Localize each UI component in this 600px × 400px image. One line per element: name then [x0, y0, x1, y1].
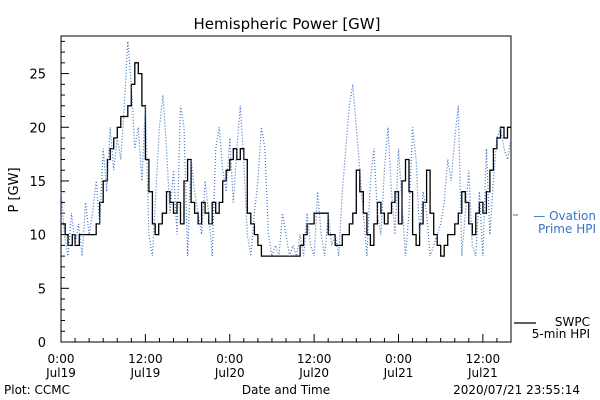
swpc-series-line: [61, 62, 511, 257]
legend-ovation: — Ovation Prime HPI: [533, 209, 596, 236]
timestamp-label: 2020/07/21 23:55:14: [453, 383, 580, 397]
x-tick-label-date: Jul19: [45, 366, 76, 380]
y-tick-label: 20: [29, 121, 46, 136]
y-tick-label: 15: [29, 175, 46, 190]
x-tick-label-date: Jul19: [130, 366, 161, 380]
legend-swpc-line2: 5-min HPI: [532, 327, 590, 341]
x-tick-label-date: Jul20: [214, 366, 245, 380]
x-tick-label-date: Jul21: [467, 366, 498, 380]
x-tick-label-time: 12:00: [297, 352, 332, 366]
legend-ovation-line1: — Ovation: [533, 209, 596, 223]
y-tick-label: 10: [29, 229, 46, 244]
x-tick-label-time: 0:00: [48, 352, 75, 366]
x-tick-label-date: Jul21: [383, 366, 414, 380]
x-tick-label-time: 0:00: [216, 352, 243, 366]
x-tick-label-time: 0:00: [385, 352, 412, 366]
legend-ovation-line2: Prime HPI: [538, 222, 596, 236]
y-axis-label: P [GW]: [7, 167, 22, 212]
y-tick-label: 25: [29, 68, 46, 83]
x-axis-label: Date and Time: [242, 383, 330, 397]
y-axis: 0 5 10 15 20 25: [29, 40, 69, 351]
legend-swpc-line1: SWPC: [555, 315, 590, 329]
x-tick-label-time: 12:00: [128, 352, 163, 366]
y-tick-label: 5: [38, 282, 46, 297]
x-axis: 0:00Jul1912:00Jul190:00Jul2012:00Jul200:…: [45, 334, 512, 380]
x-tick-label-time: 12:00: [466, 352, 501, 366]
legend-swpc: SWPC 5-min HPI: [514, 315, 590, 341]
chart-title: Hemispheric Power [GW]: [194, 15, 381, 33]
plot-source-label: Plot: CCMC: [4, 383, 70, 397]
ovation-series-line: [60, 41, 512, 257]
y-tick-label: 0: [38, 336, 46, 351]
x-tick-label-date: Jul20: [298, 366, 329, 380]
series-layer: [60, 41, 518, 257]
